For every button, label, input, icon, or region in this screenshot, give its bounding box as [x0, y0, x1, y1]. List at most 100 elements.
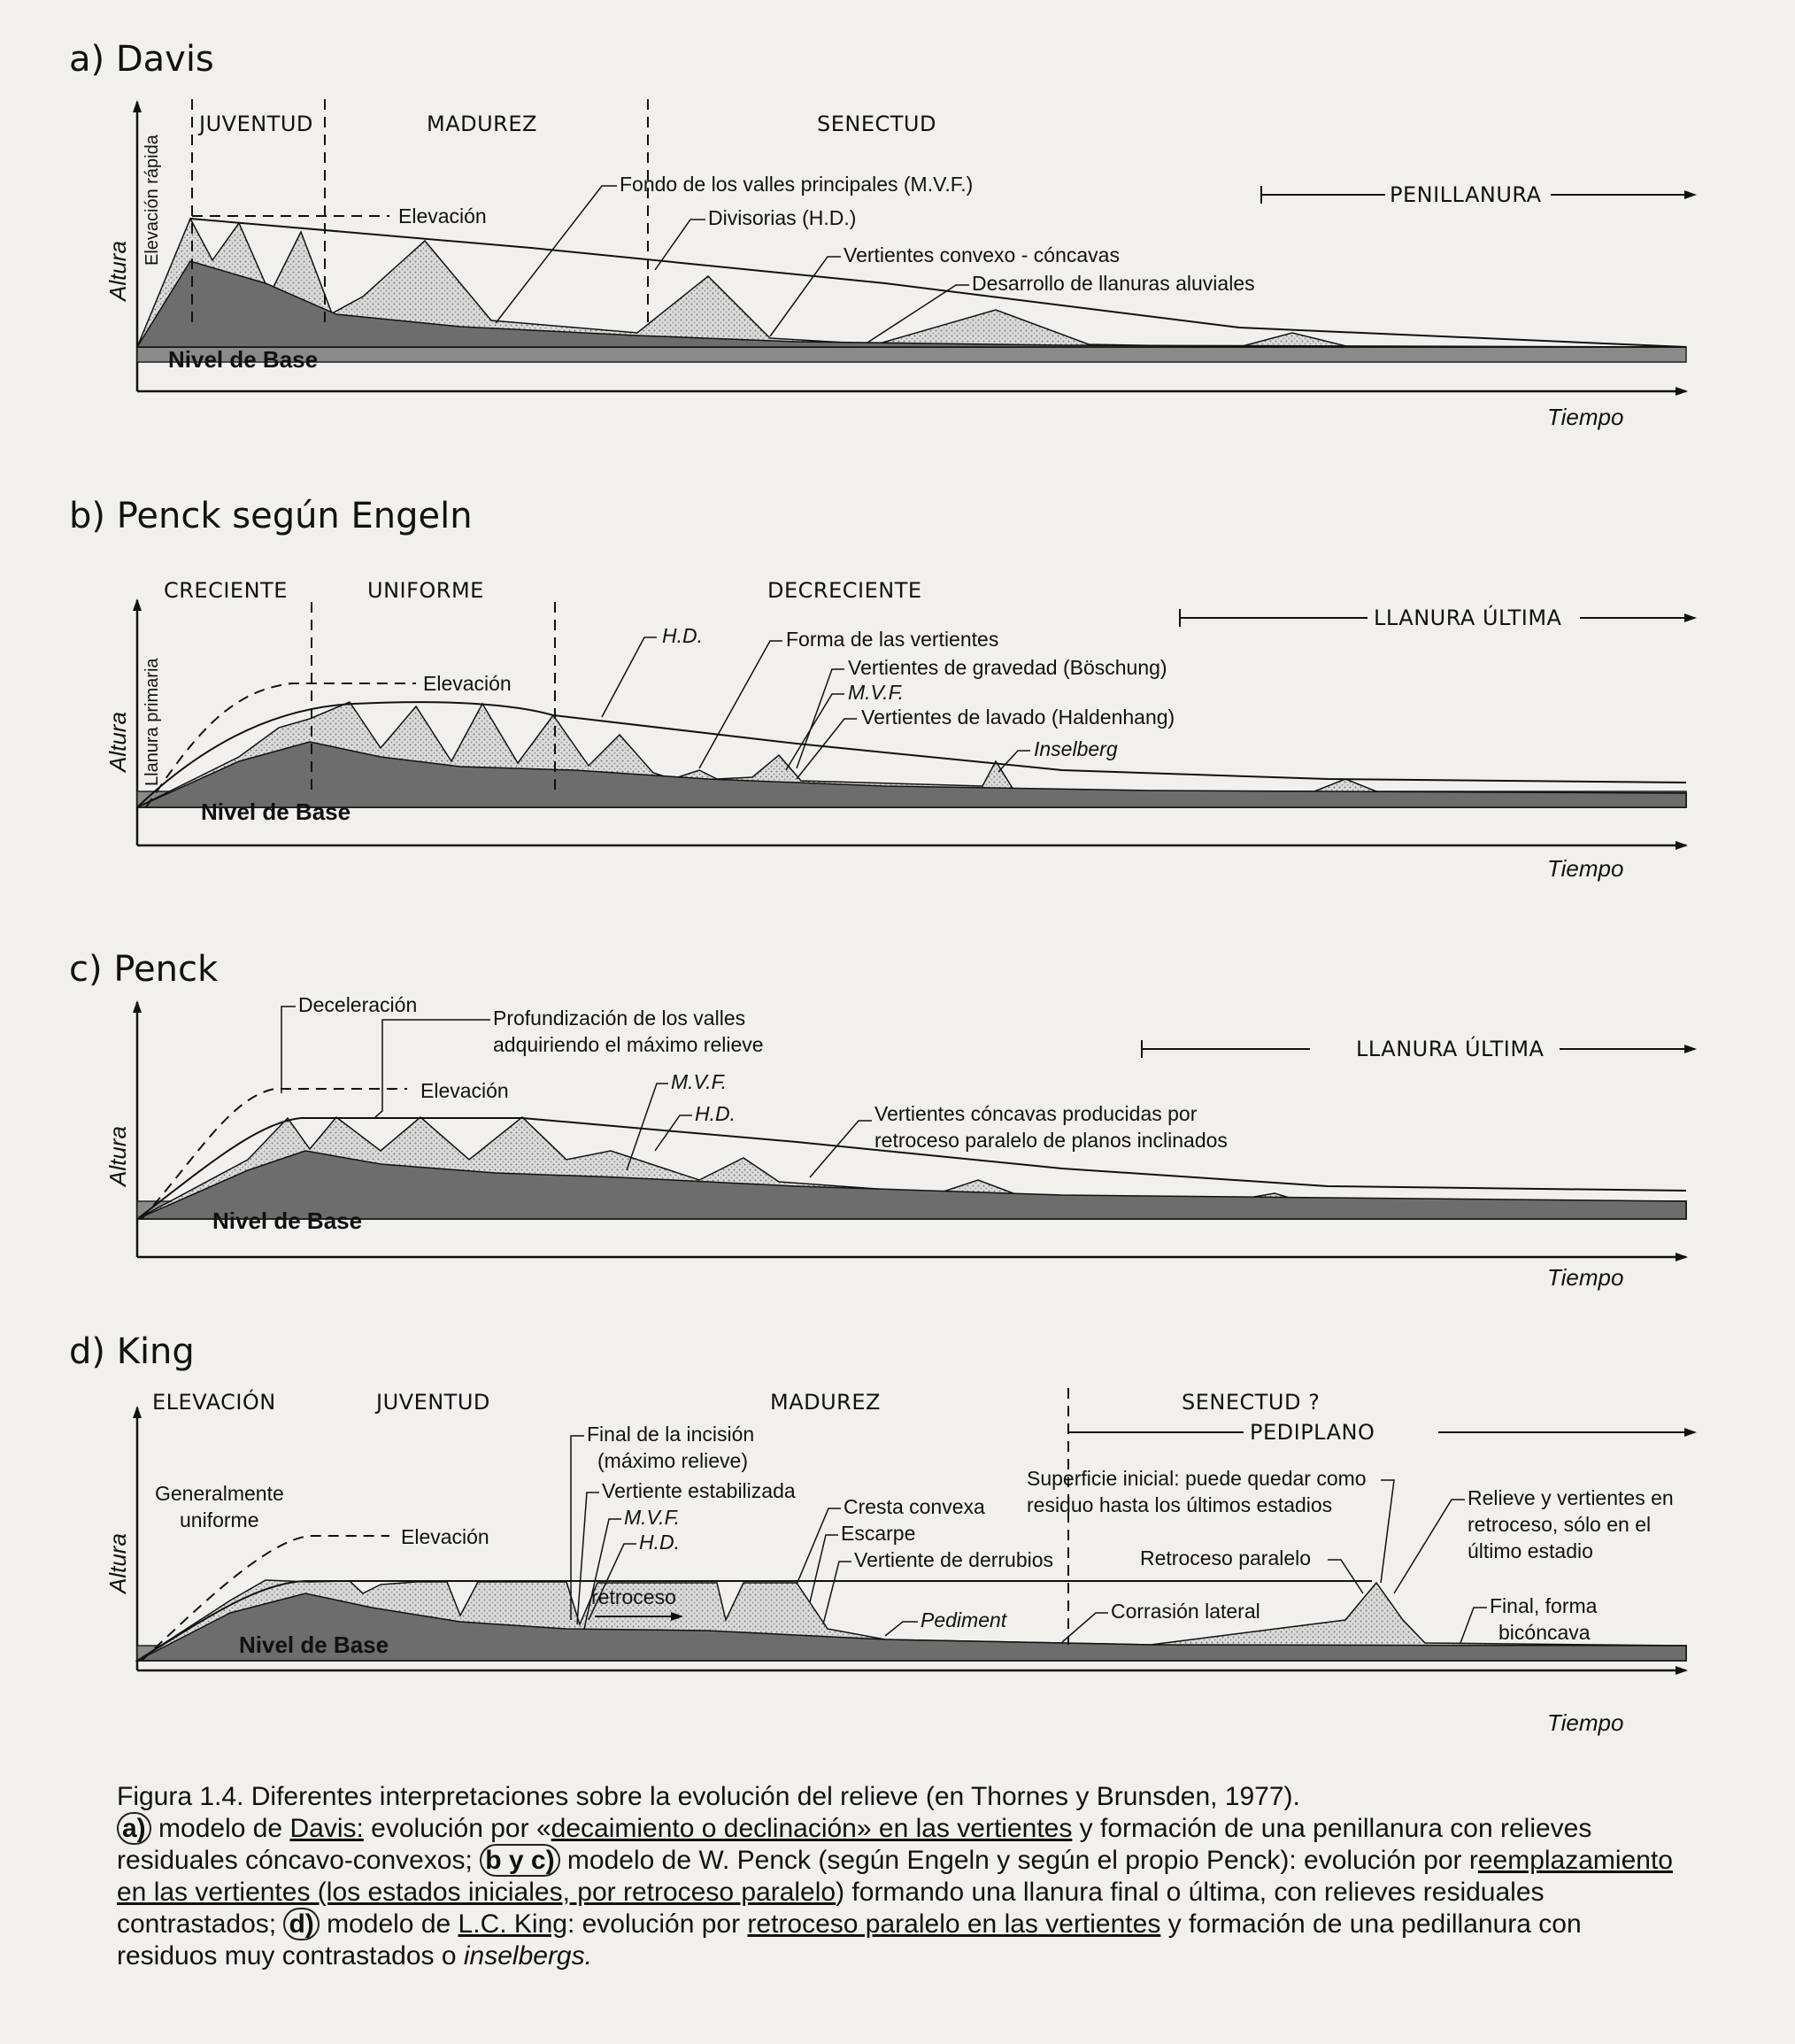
- elevation-dash: [141, 1535, 389, 1662]
- final-stage-label: PENILLANURA: [1390, 182, 1542, 207]
- leader-line: [1061, 1612, 1108, 1643]
- label-convex-crest: Cresta convexa: [844, 1495, 985, 1518]
- panel-b-penck-engeln: b) Penck según Engeln CRECIENTE UNIFORME…: [69, 496, 1697, 882]
- stage-label: UNIFORME: [367, 578, 484, 603]
- panel-b-title: b) Penck según Engeln: [69, 496, 473, 536]
- leader-line: [769, 256, 841, 337]
- x-axis-label: Tiempo: [1547, 855, 1623, 882]
- elevation-dash: [145, 683, 416, 808]
- leader-line: [796, 1508, 841, 1585]
- x-axis-label: Tiempo: [1547, 404, 1623, 430]
- summit-surface: [136, 1580, 1372, 1662]
- y-axis-label: Altura: [104, 1533, 131, 1595]
- leader-line: [588, 1543, 636, 1621]
- leader-line: [570, 1435, 584, 1620]
- label-concave-slopes-2: retroceso paralelo de planos inclinados: [874, 1129, 1228, 1152]
- caption-text: modelo de: [150, 1814, 290, 1843]
- panel-c-penck: c) Penck LLANURA ÚLTIMA Deceleración Pro…: [69, 949, 1697, 1291]
- caption-text: y formación de una penillanura con relie…: [117, 1814, 1592, 1875]
- figure-diagram: a) Davis JUVENTUD MADUREZ SENECTUD PENIL…: [69, 39, 1697, 1736]
- caption-underlined: Davis:: [289, 1814, 364, 1843]
- divides-line: [189, 218, 1687, 348]
- label-wash-slopes: Vertientes de lavado (Haldenhang): [861, 706, 1175, 729]
- label-final-biconcave-2: bicóncava: [1498, 1621, 1591, 1644]
- base-level-label: Nivel de Base: [212, 1207, 362, 1234]
- leader-line: [698, 640, 782, 769]
- valley-floor-area: [135, 260, 1687, 348]
- label-hd: H.D.: [662, 624, 703, 647]
- label-mvf: M.V.F.: [624, 1506, 680, 1529]
- caption-underlined: retroceso paralelo en las vertientes: [747, 1909, 1161, 1939]
- divides-line: [136, 1117, 1687, 1220]
- label-pediment: Pediment: [921, 1608, 1008, 1631]
- label-mvf: M.V.F.: [848, 681, 904, 704]
- leader-line: [998, 750, 1030, 773]
- leader-line: [796, 668, 844, 769]
- label-slope-form: Forma de las vertientes: [786, 628, 998, 651]
- label-relief-retreat: Relieve y vertientes en: [1468, 1486, 1674, 1509]
- leader-line: [822, 1561, 851, 1625]
- leader-line: [495, 185, 617, 324]
- label-valley-floor: Fondo de los valles principales (M.V.F.): [620, 173, 973, 196]
- label-elevation: Elevación: [423, 672, 512, 695]
- leader-line: [626, 1083, 668, 1171]
- caption-tag-bc: b y c): [480, 1844, 560, 1877]
- y-axis-label: Altura: [104, 712, 131, 774]
- label-debris-slope: Vertiente de derrubios: [854, 1548, 1053, 1571]
- label-valley-deepening-2: adquiriendo el máximo relieve: [493, 1033, 764, 1056]
- label-parallel-retreat: Retroceso paralelo: [1140, 1546, 1311, 1570]
- label-divides: Divisorias (H.D.): [708, 206, 856, 229]
- leader-line: [884, 1621, 918, 1637]
- caption-tag-a: a): [117, 1812, 151, 1845]
- leader-line: [785, 693, 844, 771]
- leader-line: [809, 1120, 872, 1178]
- x-axis-label: Tiempo: [1547, 1709, 1623, 1736]
- label-convex-concave: Vertientes convexo - cóncavas: [844, 243, 1120, 266]
- label-scarp: Escarpe: [841, 1522, 915, 1545]
- leader-line: [796, 718, 857, 780]
- leader-line: [583, 1518, 621, 1630]
- label-mvf: M.V.F.: [671, 1070, 727, 1093]
- leader-line: [374, 1075, 383, 1118]
- label-relief-retreat-3: último estadio: [1468, 1539, 1593, 1562]
- caption-text: evolución por «: [363, 1814, 551, 1843]
- figure-caption: Figura 1.4. Diferentes interpretaciones …: [117, 1781, 1683, 1972]
- caption-text: : evolución por: [566, 1909, 748, 1939]
- label-concave-slopes: Vertientes cóncavas producidas por: [874, 1102, 1198, 1125]
- label-generally-uniform-2: uniforme: [180, 1508, 258, 1531]
- label-relief-retreat-2: retroceso, sólo en el: [1468, 1513, 1651, 1536]
- leader-line: [654, 219, 705, 271]
- caption-underlined: L.C. King: [458, 1909, 567, 1939]
- final-stage-label: LLANURA ÚLTIMA: [1374, 604, 1562, 630]
- stage-label: MADUREZ: [427, 112, 537, 136]
- caption-tag-d: d): [283, 1908, 320, 1940]
- label-max-relief: (máximo relieve): [597, 1449, 748, 1472]
- leader-line: [576, 1492, 599, 1625]
- label-deceleration: Deceleración: [298, 993, 417, 1016]
- stage-label: JUVENTUD: [197, 112, 313, 136]
- leader-line: [1460, 1607, 1487, 1644]
- label-gravity-slopes: Vertientes de gravedad (Böschung): [848, 656, 1167, 679]
- caption-text: modelo de W. Penck (según Engeln y según…: [559, 1846, 1478, 1875]
- label-stabilized-slope: Vertiente estabilizada: [602, 1479, 796, 1502]
- leader-line: [1393, 1499, 1465, 1594]
- label-generally-uniform: Generalmente: [155, 1482, 284, 1505]
- caption-text: inselbergs.: [463, 1941, 592, 1971]
- caption-text: ) formando una llanura final o última, c…: [117, 1878, 1545, 1939]
- label-valley-deepening: Profundización de los valles: [493, 1007, 745, 1030]
- label-elevation: Elevación: [398, 204, 487, 228]
- leader-line: [601, 636, 657, 718]
- leader-line: [867, 284, 969, 343]
- label-incision-end: Final de la incisión: [587, 1423, 754, 1446]
- leader-line: [1328, 1559, 1364, 1594]
- panel-a-davis: a) Davis JUVENTUD MADUREZ SENECTUD PENIL…: [69, 39, 1697, 430]
- base-level-label: Nivel de Base: [201, 798, 351, 825]
- caption-underlined: eemplazamiento en las vertientes (los es…: [117, 1846, 1673, 1907]
- caption-text: modelo de: [319, 1909, 458, 1939]
- y-axis-label: Altura: [104, 241, 131, 303]
- leader-line: [654, 1115, 692, 1152]
- y-axis-sublabel: Llanura primaria: [143, 658, 162, 786]
- label-initial-surface-2: residuo hasta los últimos estadios: [1027, 1493, 1332, 1516]
- stage-label: JUVENTUD: [374, 1390, 490, 1415]
- stage-label: CRECIENTE: [164, 578, 288, 603]
